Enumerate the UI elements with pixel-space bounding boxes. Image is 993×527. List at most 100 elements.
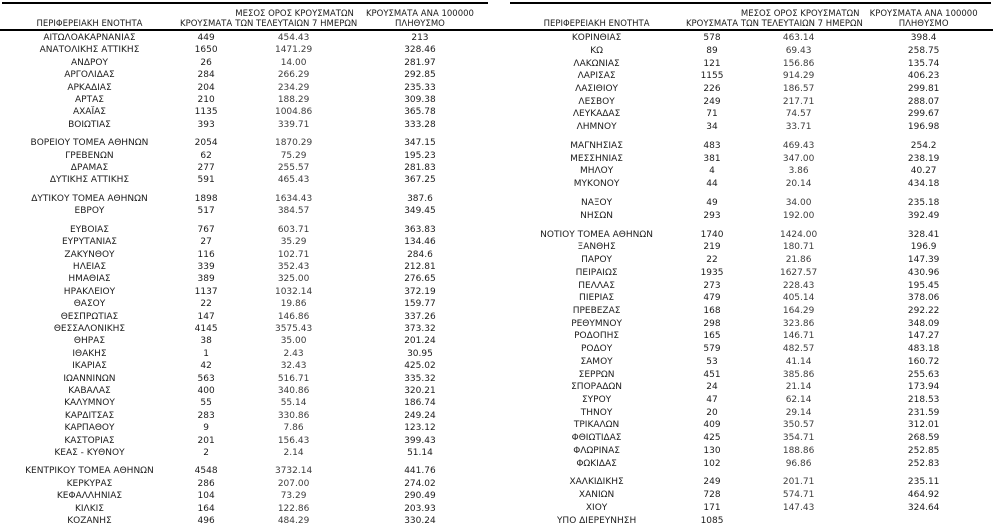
per100k-value: 367.25 — [404, 175, 436, 186]
per100k-value: 333.28 — [404, 119, 436, 130]
avg7-value: 96.86 — [785, 458, 812, 469]
per100k-value: 348.09 — [907, 318, 940, 329]
table-body-right: ΚΟΡΙΝΘΙΑΣ 578 463.14 398.4 ΚΩ 89 69.43 258.75 ΛΑ… — [510, 32, 991, 527]
cases-value: 249 — [703, 477, 721, 488]
per100k-value: 249.24 — [404, 410, 436, 421]
per100k-value: 365.78 — [404, 107, 436, 118]
region-name: ΝΑΞΟΥ — [580, 198, 613, 209]
cases-value: 393 — [197, 119, 215, 130]
col-header-per100k-line1: ΚΡΟΥΣΜΑΤΑ ΑΝΑ 100000 — [869, 9, 978, 19]
avg7-value: 2.14 — [283, 448, 304, 458]
avg7-value: 146.86 — [277, 311, 310, 322]
region-name: ΚΕΦΑΛΛΗΝΙΑΣ — [56, 491, 123, 502]
col-header-avg7-line1: ΜΕΣΟΣ ΟΡΟΣ ΚΡΟΥΣΜΑΤΩΝ — [235, 9, 354, 19]
avg7-value — [741, 514, 856, 527]
region-name: ΚΕΡΚΥΡΑΣ — [66, 478, 113, 489]
table-row: ΛΑΣΙΘΙΟΥ 226 186.57 299.81 — [510, 83, 991, 96]
avg7-value: 75.29 — [280, 150, 307, 161]
table-row: ΚΕΝΤΡΙΚΟΥ ΤΟΜΕΑ ΑΘΗΝΩΝ 4548 3732.14 441.76 — [2, 465, 488, 477]
table-row: ΦΘΙΩΤΙΔΑΣ 425 354.71 268.59 — [510, 432, 991, 445]
avg7-value: 234.29 — [277, 82, 310, 93]
region-name: ΙΘΑΚΗΣ — [72, 348, 107, 359]
col-header-region-label: ΠΕΡΙΦΕΡΕΙΑΚΗ ΕΝΟΤΗΤΑ — [543, 19, 650, 29]
region-name: ΑΝΔΡΟΥ — [70, 57, 108, 68]
region-name: ΕΒΡΟΥ — [74, 206, 105, 217]
cases-value: 286 — [197, 478, 215, 489]
per100k-value: 203.93 — [404, 503, 436, 514]
table-row: ΚΕΑΣ - ΚΥΘΝΟΥ 2 2.14 51.14 — [2, 447, 488, 459]
col-header-avg7: ΜΕΣΟΣ ΟΡΟΣ ΚΡΟΥΣΜΑΤΩΝ ΤΩΝ ΤΕΛΕΥΤΑΙΩΝ 7 Η… — [235, 3, 358, 32]
table-row: ΝΗΣΩΝ 293 192.00 392.49 — [510, 210, 991, 223]
table-row: ΑΡΚΑΔΙΑΣ 204 234.29 235.33 — [2, 82, 488, 94]
col-header-per100k-line2: ΠΛΗΘΥΣΜΟ — [395, 19, 445, 29]
table-row: ΧΑΛΚΙΔΙΚΗΣ 249 201.71 235.11 — [510, 476, 991, 489]
avg7-value: 469.43 — [782, 141, 815, 152]
avg7-value: 325.00 — [277, 274, 310, 285]
avg7-value: 73.29 — [280, 491, 307, 502]
table-row: ΧΑΝΙΩΝ 728 574.71 464.92 — [510, 489, 991, 502]
per100k-value: 281.97 — [404, 57, 436, 68]
col-header-region: ΠΕΡΙΦΕΡΕΙΑΚΗ ΕΝΟΤΗΤΑ — [2, 3, 177, 32]
regions-table-left: ΠΕΡΙΦΕΡΕΙΑΚΗ ΕΝΟΤΗΤΑ ΚΡΟΥΣΜΑΤΑ ΜΕΣΟΣ ΟΡΟ… — [2, 2, 488, 527]
cases-value: 425 — [703, 433, 721, 444]
per100k-value: 464.92 — [907, 490, 940, 501]
table-row: ΠΕΛΛΑΣ 273 228.43 195.45 — [510, 279, 991, 292]
per100k-value: 258.75 — [907, 45, 940, 56]
per100k-value: 254.2 — [910, 141, 937, 152]
col-header-per100k-line1: ΚΡΟΥΣΜΑΤΑ ΑΝΑ 100000 — [365, 9, 474, 19]
cases-value: 4548 — [194, 466, 218, 477]
avg7-value: 201.71 — [782, 477, 815, 488]
per100k-value: 30.95 — [407, 348, 433, 359]
cases-value: 204 — [197, 82, 215, 93]
col-header-per100k: ΚΡΟΥΣΜΑΤΑ ΑΝΑ 100000 ΠΛΗΘΥΣΜΟ — [352, 3, 488, 32]
avg7-value: 33.71 — [785, 122, 812, 133]
region-name: ΚΑΒΑΛΑΣ — [68, 385, 111, 396]
region-name: ΕΥΡΥΤΑΝΙΑΣ — [61, 237, 117, 248]
col-header-avg7-line2: ΤΩΝ ΤΕΛΕΥΤΑΙΩΝ 7 ΗΜΕΡΩΝ — [235, 19, 358, 29]
per100k-value: 147.39 — [907, 255, 940, 266]
cases-value: 49 — [706, 198, 718, 209]
cases-value: 767 — [197, 224, 215, 235]
table-row: ΗΡΑΚΛΕΙΟΥ 1137 1032.14 372.19 — [2, 286, 488, 298]
per100k-value: 196.98 — [907, 122, 940, 133]
per100k-value: 186.74 — [404, 398, 436, 409]
per100k-value: 281.83 — [404, 163, 436, 174]
cases-value: 89 — [706, 45, 718, 56]
per100k-value: 292.22 — [907, 305, 940, 316]
cases-value: 1740 — [700, 229, 724, 240]
region-name: ΛΕΣΒΟΥ — [578, 96, 615, 107]
per100k-value: 123.12 — [404, 423, 436, 434]
region-name: ΣΥΡΟΥ — [581, 394, 612, 405]
table-row: ΔΥΤΙΚΗΣ ΑΤΤΙΚΗΣ 591 465.43 367.25 — [2, 174, 488, 186]
per100k-value: 337.26 — [404, 311, 436, 322]
cases-value: 2054 — [194, 138, 218, 149]
avg7-value: 14.00 — [280, 57, 307, 68]
region-name: ΜΥΚΟΝΟΥ — [573, 179, 620, 190]
avg7-value: 55.14 — [280, 398, 307, 409]
region-name: ΚΟΖΑΝΗΣ — [67, 516, 112, 527]
region-name: ΙΩΑΝΝΙΝΩΝ — [63, 373, 116, 384]
avg7-value: 74.57 — [785, 109, 812, 120]
avg7-value: 207.00 — [277, 478, 310, 489]
region-name: ΘΕΣΠΡΩΤΙΑΣ — [60, 311, 119, 322]
region-name: ΝΗΣΩΝ — [580, 210, 613, 221]
per100k-value: 320.21 — [404, 385, 436, 396]
per100k-value: 268.59 — [907, 433, 940, 444]
avg7-value: 228.43 — [782, 280, 815, 291]
table-row: ΚΑΡΔΙΤΣΑΣ 283 330.86 249.24 — [2, 410, 488, 422]
col-header-avg7: ΜΕΣΟΣ ΟΡΟΣ ΚΡΟΥΣΜΑΤΩΝ ΤΩΝ ΤΕΛΕΥΤΑΙΩΝ 7 Η… — [740, 3, 863, 32]
col-header-cases: ΚΡΟΥΣΜΑΤΑ — [683, 3, 741, 32]
region-name: ΞΑΝΘΗΣ — [577, 242, 616, 253]
cases-value: 389 — [197, 274, 215, 285]
cases-value: 9 — [203, 423, 209, 434]
cases-value: 563 — [197, 373, 215, 384]
table-row: ΙΚΑΡΙΑΣ 42 32.43 425.02 — [2, 360, 488, 372]
per100k-value: 252.85 — [907, 445, 940, 456]
table-row: ΛΑΚΩΝΙΑΣ 121 156.86 135.74 — [510, 57, 991, 70]
table-row: ΓΡΕΒΕΝΩΝ 62 75.29 195.23 — [2, 150, 488, 162]
region-name: ΧΑΛΚΙΔΙΚΗΣ — [569, 477, 624, 488]
per100k-value: 328.46 — [404, 45, 436, 56]
per100k-value: 159.77 — [404, 299, 436, 310]
col-header-avg7-line2: ΤΩΝ ΤΕΛΕΥΤΑΙΩΝ 7 ΗΜΕΡΩΝ — [740, 19, 863, 29]
